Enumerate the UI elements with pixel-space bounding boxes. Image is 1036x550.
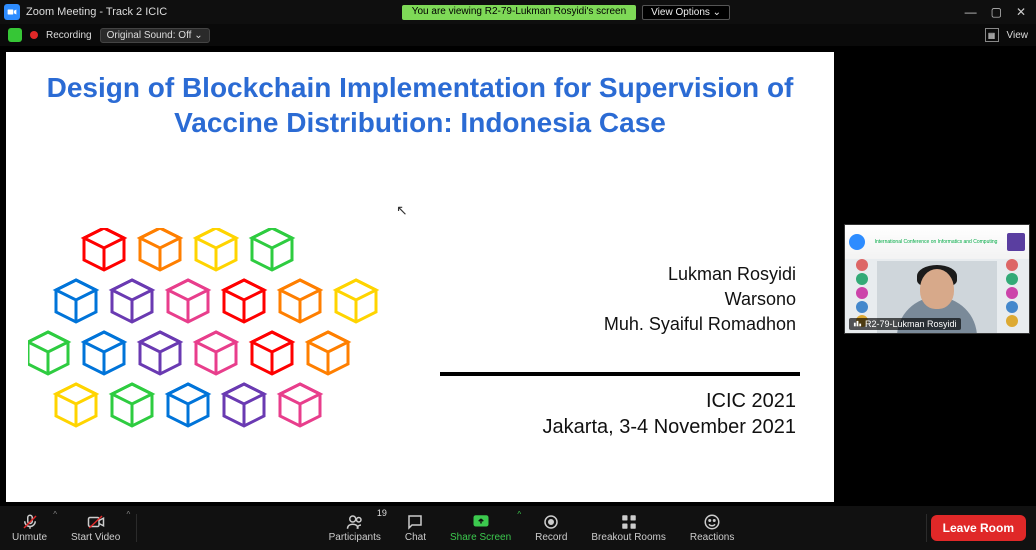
speaker-name-tag: R2-79-Lukman Rosyidi xyxy=(849,318,961,330)
speaker-banner: International Conference on Informatics … xyxy=(845,225,1029,259)
slide-title: Design of Blockchain Implementation for … xyxy=(6,52,834,140)
conference-name: ICIC 2021 xyxy=(543,388,796,414)
speaker-thumbnail[interactable]: International Conference on Informatics … xyxy=(844,224,1030,334)
unmute-button[interactable]: ^ Unmute xyxy=(0,506,59,550)
conference-date: Jakarta, 3-4 November 2021 xyxy=(543,414,796,440)
screen-share-notice: You are viewing R2-79-Lukman Rosyidi's s… xyxy=(402,5,636,20)
share-label: Share Screen xyxy=(450,532,511,543)
recording-indicator-icon xyxy=(30,31,38,39)
univ-logo-icon xyxy=(1007,233,1025,251)
speaker-name: R2-79-Lukman Rosyidi xyxy=(865,319,957,329)
unmute-label: Unmute xyxy=(12,532,47,543)
window-title: Zoom Meeting - Track 2 ICIC xyxy=(26,6,167,18)
recording-label: Recording xyxy=(46,30,92,41)
slide-divider xyxy=(440,372,800,376)
share-screen-button[interactable]: ^ Share Screen xyxy=(438,506,523,550)
sponsor-badges-right xyxy=(997,259,1027,331)
view-mode-icon[interactable]: ▦ xyxy=(985,28,999,42)
reactions-label: Reactions xyxy=(690,532,734,543)
meeting-toolbar: ^ Unmute ^ Start Video 19 Participants C… xyxy=(0,506,1036,550)
titlebar: Zoom Meeting - Track 2 ICIC You are view… xyxy=(0,0,1036,24)
close-button[interactable]: ✕ xyxy=(1016,5,1026,19)
slide-conference: ICIC 2021 Jakarta, 3-4 November 2021 xyxy=(543,388,796,440)
chat-button[interactable]: Chat xyxy=(393,506,438,550)
org-logo-icon xyxy=(849,234,865,250)
maximize-button[interactable]: ▢ xyxy=(991,5,1002,19)
stage: Design of Blockchain Implementation for … xyxy=(0,46,1036,506)
breakout-label: Breakout Rooms xyxy=(591,532,665,543)
original-sound-toggle[interactable]: Original Sound: Off ⌄ xyxy=(100,28,210,43)
slide-authors: Lukman Rosyidi Warsono Muh. Syaiful Roma… xyxy=(604,262,796,338)
breakout-rooms-button[interactable]: Breakout Rooms xyxy=(579,506,677,550)
remote-cursor-icon: ↖ xyxy=(396,202,408,219)
cube-pattern-graphic xyxy=(28,228,388,488)
record-label: Record xyxy=(535,532,567,543)
minimize-button[interactable]: — xyxy=(965,5,977,19)
encryption-shield-icon[interactable] xyxy=(8,28,22,42)
participants-count: 19 xyxy=(377,508,387,518)
participants-button[interactable]: 19 Participants xyxy=(317,506,393,550)
view-label[interactable]: View xyxy=(1007,30,1029,41)
chat-label: Chat xyxy=(405,532,426,543)
record-button[interactable]: Record xyxy=(523,506,579,550)
leave-room-button[interactable]: Leave Room xyxy=(931,515,1026,541)
window-controls: — ▢ ✕ xyxy=(965,5,1036,19)
author-line: Muh. Syaiful Romadhon xyxy=(604,312,796,337)
reactions-button[interactable]: Reactions xyxy=(678,506,746,550)
participants-label: Participants xyxy=(329,532,381,543)
view-options-button[interactable]: View Options ⌄ xyxy=(642,5,730,20)
meeting-subbar: Recording Original Sound: Off ⌄ ▦ View xyxy=(0,24,1036,46)
banner-text: International Conference on Informatics … xyxy=(865,239,1007,245)
author-line: Lukman Rosyidi xyxy=(604,262,796,287)
start-video-label: Start Video xyxy=(71,532,120,543)
author-line: Warsono xyxy=(604,287,796,312)
shared-slide: Design of Blockchain Implementation for … xyxy=(6,52,834,502)
start-video-button[interactable]: ^ Start Video xyxy=(59,506,132,550)
zoom-app-icon xyxy=(4,4,20,20)
